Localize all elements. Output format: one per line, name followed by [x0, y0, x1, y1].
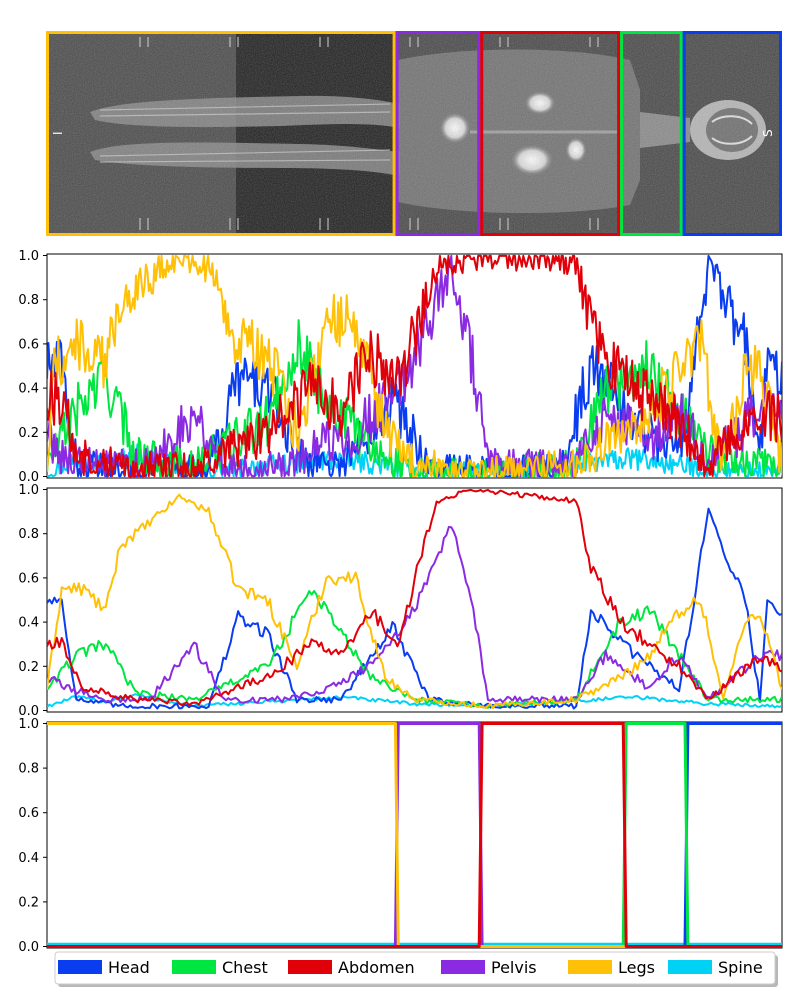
orientation-label-inferior: I	[51, 131, 65, 135]
series-line-legs	[47, 254, 782, 478]
y-tick-label: 0.8	[18, 762, 39, 777]
legend-label-pelvis: Pelvis	[491, 958, 537, 977]
plot-area-frame	[46, 721, 783, 949]
y-tick-label: 0.2	[18, 660, 39, 675]
legend-label-spine: Spine	[718, 958, 763, 977]
region-box-chest	[620, 31, 683, 236]
mri-scan-image: I S	[46, 31, 782, 236]
legend-swatch-abdomen	[288, 960, 332, 974]
legend-swatch-chest	[172, 960, 216, 974]
legend-swatch-head	[58, 960, 102, 974]
series-line-spine	[47, 693, 782, 709]
y-tick-label: 0.6	[18, 806, 39, 821]
y-tick-label: 0.2	[18, 426, 39, 441]
y-tick-label: 0.4	[18, 382, 39, 397]
y-tick-label: 1.0	[18, 483, 39, 498]
smoothed-probability-panel: 0.0 0.2 0.4 0.6 0.8 1.0	[18, 483, 783, 719]
legend-entries: Head Chest Abdomen Pelvis Legs Spine	[58, 958, 763, 977]
series-lines	[47, 488, 782, 710]
orientation-label-superior: S	[761, 129, 775, 137]
y-tick-label: 1.0	[18, 717, 39, 732]
series-lines	[47, 722, 782, 948]
y-tick-label: 0.0	[18, 704, 39, 719]
region-boxes	[46, 31, 783, 236]
scan-noise	[46, 31, 782, 236]
legend-swatch-spine	[668, 960, 712, 974]
series-line-legs	[47, 722, 782, 948]
region-box-head	[682, 31, 783, 236]
y-tick-label: 0.0	[18, 940, 39, 955]
legend-label-chest: Chest	[222, 958, 268, 977]
legend-swatch-legs	[568, 960, 612, 974]
region-box-legs	[46, 31, 396, 236]
y-tick-label: 0.0	[18, 470, 39, 485]
raw-probability-panel: 0.0 0.2 0.4 0.6 0.8 1.0	[18, 249, 783, 485]
series-line-pelvis	[47, 526, 782, 704]
legend: Head Chest Abdomen Pelvis Legs Spine	[54, 951, 778, 987]
y-tick-label: 0.2	[18, 895, 39, 910]
series-line-abdomen	[47, 488, 782, 707]
series-lines	[47, 254, 782, 478]
final-probability-panel: 0.0 0.2 0.4 0.6 0.8 1.0	[18, 717, 783, 955]
series-line-abdomen	[47, 254, 782, 478]
legend-label-head: Head	[108, 958, 150, 977]
y-tick-label: 0.6	[18, 571, 39, 586]
legend-frame	[54, 951, 776, 985]
legend-label-legs: Legs	[618, 958, 655, 977]
plot-area-frame	[46, 487, 783, 713]
legend-swatch-pelvis	[441, 960, 485, 974]
y-tick-label: 1.0	[18, 249, 39, 264]
y-tick-label: 0.6	[18, 337, 39, 352]
series-line-abdomen	[47, 722, 782, 948]
y-tick-label: 0.4	[18, 616, 39, 631]
region-box-pelvis	[395, 31, 481, 236]
y-tick-label: 0.8	[18, 527, 39, 542]
series-line-legs	[47, 493, 782, 710]
y-tick-label: 0.8	[18, 293, 39, 308]
y-tick-label: 0.4	[18, 851, 39, 866]
region-box-abdomen	[480, 31, 621, 236]
series-line-head	[47, 507, 782, 710]
legend-label-abdomen: Abdomen	[338, 958, 415, 977]
scan-tick-marks	[139, 37, 599, 230]
